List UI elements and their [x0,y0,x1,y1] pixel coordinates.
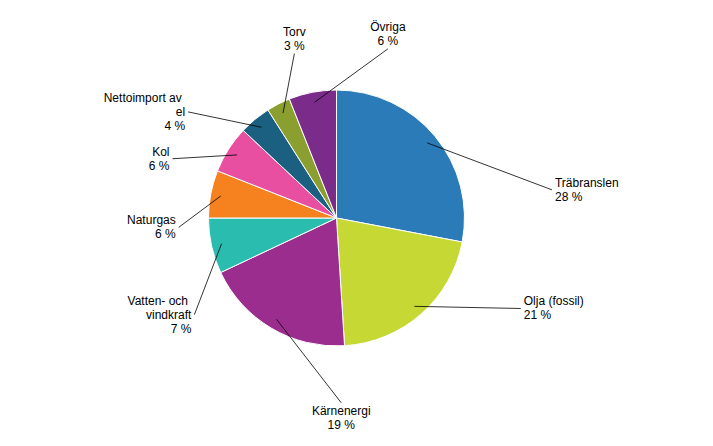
data-label: 4 % [164,119,185,133]
data-label: 6 % [155,227,176,241]
pie-slice [209,218,337,273]
category-label: Kärnenergi [312,404,371,418]
data-label: 19 % [328,418,356,432]
leader-line [179,196,221,227]
category-label: Träbranslen [555,176,619,190]
category-label: Olja (fossil) [524,294,584,308]
chart: Träbranslen28 % Olja (fossil)21 % Kärnener… [0,0,713,446]
data-label: 6 % [378,34,399,48]
data-label: 21 % [524,308,552,322]
data-label: 6 % [149,159,170,173]
leader-line [427,143,552,190]
category-label: Kol [152,145,169,159]
leader-line [188,112,261,127]
pie-slice [337,218,463,346]
category-label: Övriga [370,20,406,34]
pie [209,90,465,346]
leader-line [194,244,221,315]
leader-line [172,155,237,159]
data-label: 7 % [171,322,192,336]
pie-slice [337,90,465,242]
leader-line [277,319,342,402]
leader-line [283,54,294,114]
leader-line [314,49,388,103]
data-label: 28 % [555,190,583,204]
data-label: 3 % [284,39,305,53]
category-label: Torv [283,25,306,39]
leader-line [414,306,520,308]
category-label: Vatten- och vindkraft [128,294,192,322]
labels: Träbranslen28 % Olja (fossil)21 % Kärnener… [104,20,619,432]
category-label: Nettoimport av el [104,91,185,119]
pie-slice [289,90,336,218]
category-label: Naturgas [127,213,176,227]
